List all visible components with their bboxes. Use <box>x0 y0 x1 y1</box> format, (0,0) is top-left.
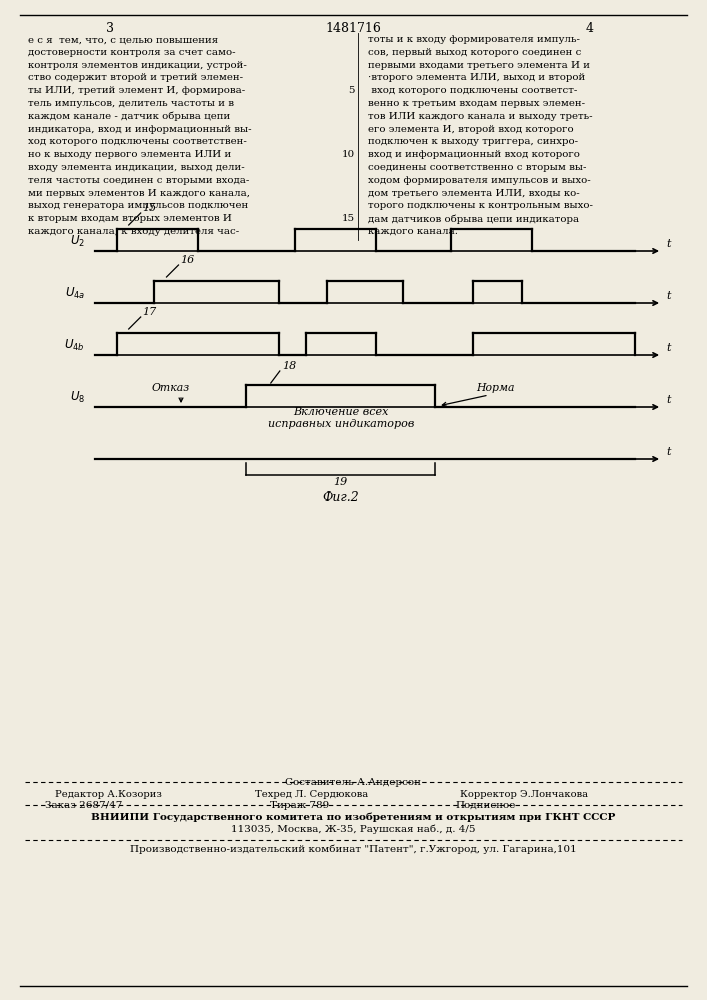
Text: тоты и к входу формирователя импуль-: тоты и к входу формирователя импуль- <box>368 35 580 44</box>
Text: 3: 3 <box>106 22 114 35</box>
Text: Норма: Норма <box>477 383 515 393</box>
Text: Корректор Э.Лончакова: Корректор Э.Лончакова <box>460 790 588 799</box>
Text: подключен к выходу триггера, синхро-: подключен к выходу триггера, синхро- <box>368 137 578 146</box>
Text: ход которого подключены соответствен-: ход которого подключены соответствен- <box>28 137 247 146</box>
Text: t: t <box>666 291 670 301</box>
Text: Техред Л. Сердюкова: Техред Л. Сердюкова <box>255 790 368 799</box>
Text: ми первых элементов И каждого канала,: ми первых элементов И каждого канала, <box>28 189 250 198</box>
Text: к вторым входам вторых элементов И: к вторым входам вторых элементов И <box>28 214 232 223</box>
Text: входу элемента индикации, выход дели-: входу элемента индикации, выход дели- <box>28 163 245 172</box>
Text: Составитель А.Андерсон: Составитель А.Андерсон <box>285 778 421 787</box>
Text: Фиг.2: Фиг.2 <box>322 491 359 504</box>
Text: ВНИИПИ Государственного комитета по изобретениям и открытиям при ГКНТ СССР: ВНИИПИ Государственного комитета по изоб… <box>90 812 615 822</box>
Text: выход генератора импульсов подключен: выход генератора импульсов подключен <box>28 201 248 210</box>
Text: Заказ 2687/47: Заказ 2687/47 <box>45 801 122 810</box>
Text: венно к третьим входам первых элемен-: венно к третьим входам первых элемен- <box>368 99 585 108</box>
Text: 113035, Москва, Ж-35, Раушская наб., д. 4/5: 113035, Москва, Ж-35, Раушская наб., д. … <box>230 824 475 834</box>
Text: t: t <box>666 395 670 405</box>
Text: t: t <box>666 239 670 249</box>
Text: Включение всех
исправных индикаторов: Включение всех исправных индикаторов <box>267 407 414 429</box>
Text: t: t <box>666 343 670 353</box>
Text: t: t <box>666 447 670 457</box>
Text: 19: 19 <box>334 477 348 487</box>
Text: 18: 18 <box>282 361 296 371</box>
Text: е с я  тем, что, с целью повышения: е с я тем, что, с целью повышения <box>28 35 218 44</box>
Text: тель импульсов, делитель частоты и в: тель импульсов, делитель частоты и в <box>28 99 234 108</box>
Text: вход и информационный вход которого: вход и информационный вход которого <box>368 150 580 159</box>
Text: Редактор А.Козориз: Редактор А.Козориз <box>55 790 162 799</box>
Text: индикатора, вход и информационный вы-: индикатора, вход и информационный вы- <box>28 125 252 134</box>
Text: Производственно-издательский комбинат "Патент", г.Ужгород, ул. Гагарина,101: Производственно-издательский комбинат "П… <box>129 844 576 854</box>
Text: сов, первый выход которого соединен с: сов, первый выход которого соединен с <box>368 48 581 57</box>
Text: вход которого подключены соответст-: вход которого подключены соответст- <box>368 86 578 95</box>
Text: тов ИЛИ каждого канала и выходу треть-: тов ИЛИ каждого канала и выходу треть- <box>368 112 592 121</box>
Text: 4: 4 <box>586 22 594 35</box>
Text: ·второго элемента ИЛИ, выход и второй: ·второго элемента ИЛИ, выход и второй <box>368 73 585 82</box>
Text: соединены соответственно с вторым вы-: соединены соответственно с вторым вы- <box>368 163 587 172</box>
Text: дом третьего элемента ИЛИ, входы ко-: дом третьего элемента ИЛИ, входы ко- <box>368 189 580 198</box>
Text: ходом формирователя импульсов и выхо-: ходом формирователя импульсов и выхо- <box>368 176 591 185</box>
Text: 1481716: 1481716 <box>325 22 381 35</box>
Text: $U_8$: $U_8$ <box>70 390 85 405</box>
Text: 5: 5 <box>349 86 355 95</box>
Text: каждом канале - датчик обрыва цепи: каждом канале - датчик обрыва цепи <box>28 112 230 121</box>
Text: первыми входами третьего элемента И и: первыми входами третьего элемента И и <box>368 61 590 70</box>
Text: каждого канала, к входу делителя час-: каждого канала, к входу делителя час- <box>28 227 239 236</box>
Text: $U_{4b}$: $U_{4b}$ <box>64 338 85 353</box>
Text: 16: 16 <box>180 255 194 265</box>
Text: Тираж 789: Тираж 789 <box>270 801 329 810</box>
Text: дам датчиков обрыва цепи индикатора: дам датчиков обрыва цепи индикатора <box>368 214 579 224</box>
Text: его элемента И, второй вход которого: его элемента И, второй вход которого <box>368 125 573 134</box>
Text: 15: 15 <box>143 203 157 213</box>
Text: достоверности контроля за счет само-: достоверности контроля за счет само- <box>28 48 235 57</box>
Text: Подписное: Подписное <box>455 801 515 810</box>
Text: ство содержит второй и третий элемен-: ство содержит второй и третий элемен- <box>28 73 243 82</box>
Text: теля частоты соединен с вторыми входа-: теля частоты соединен с вторыми входа- <box>28 176 250 185</box>
Text: контроля элементов индикации, устрой-: контроля элементов индикации, устрой- <box>28 61 247 70</box>
Text: ты ИЛИ, третий элемент И, формирова-: ты ИЛИ, третий элемент И, формирова- <box>28 86 245 95</box>
Text: $U_2$: $U_2$ <box>70 234 85 249</box>
Text: каждого канала.: каждого канала. <box>368 227 458 236</box>
Text: 17: 17 <box>143 307 157 317</box>
Text: 15: 15 <box>342 214 355 223</box>
Text: Отказ: Отказ <box>152 383 190 393</box>
Text: торого подключены к контрольным выхо-: торого подключены к контрольным выхо- <box>368 201 593 210</box>
Text: 10: 10 <box>342 150 355 159</box>
Text: но к выходу первого элемента ИЛИ и: но к выходу первого элемента ИЛИ и <box>28 150 231 159</box>
Text: $U_{4a}$: $U_{4a}$ <box>64 286 85 301</box>
